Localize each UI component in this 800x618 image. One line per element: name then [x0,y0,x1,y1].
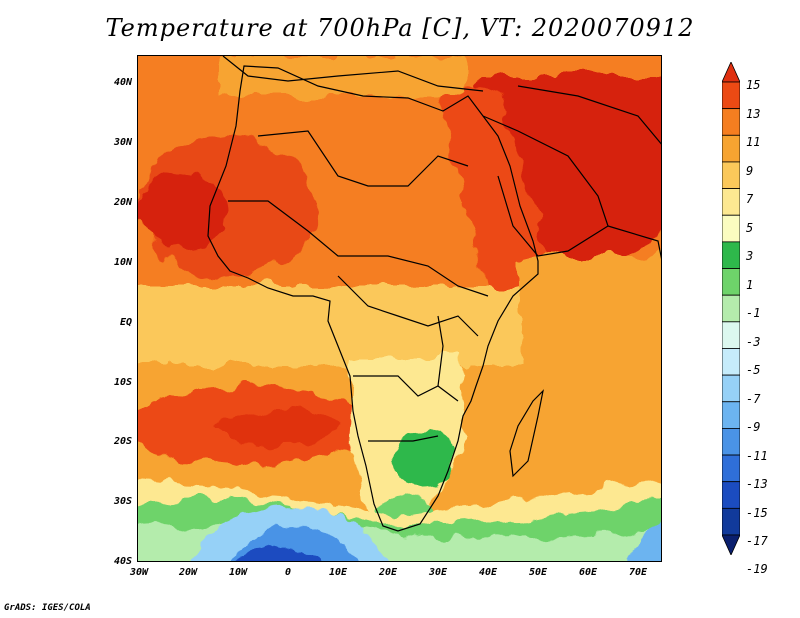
colorbar-swatch [722,481,740,509]
colorbar-label: -7 [746,392,761,406]
colorbar-swatch [722,161,740,189]
colorbar-swatch [722,454,740,483]
colorbar-label: -17 [746,534,768,548]
map-title: Temperature at 700hPa [C], VT: 202007091… [105,14,695,42]
lat-label-40n: 40N [113,77,132,88]
colorbar-swatch [722,294,740,323]
lat-label-10s: 10S [113,377,132,388]
lon-label-30e: 30E [428,567,448,578]
lon-label-10e: 10E [328,567,348,578]
colorbar-label: 7 [746,192,754,206]
coast-europe [222,56,484,92]
lon-label-0: 0 [284,567,292,578]
colorbar-swatch [722,241,740,269]
colorbar-label: -5 [746,363,761,377]
colorbar-swatch [722,214,740,243]
lat-label-eq: EQ [119,317,132,328]
field-kalahari-green [393,433,453,489]
colorbar-swatch [722,321,740,349]
colorbar-label: -19 [746,562,768,576]
border-south [353,375,459,442]
field-south-atlantic-core [218,408,338,444]
lat-label-20n: 20N [113,197,132,208]
colorbar-swatch [722,268,740,296]
lat-label-10n: 10N [113,257,132,268]
temperature-map [137,55,662,562]
colorbar-label: -13 [746,477,768,491]
colorbar-swatch [722,374,740,403]
lon-label-20e: 20E [378,567,398,578]
colorbar-swatch [722,401,740,429]
lon-label-50e: 50E [528,567,548,578]
colorbar-swatch [722,188,740,216]
colorbar [722,62,740,555]
colorbar-swatch [722,428,740,456]
field-west-hot [138,171,228,251]
border-lakes [437,315,444,387]
lon-label-20w: 20W [178,567,198,578]
colorbar-label: 1 [746,278,754,292]
lat-label-30s: 30S [113,496,132,507]
border-north [257,130,469,187]
lon-label-70e: 70E [628,567,648,578]
colorbar-label: 15 [746,78,761,92]
colorbar-swatch [722,134,740,163]
colorbar-label: -1 [746,306,761,320]
field-south-deep [238,547,318,561]
colorbar-label: 11 [746,135,761,149]
colorbar-swatch [722,507,740,536]
colorbar-swatch [722,62,740,83]
border-central [337,275,479,337]
field-south-east-blue [631,522,661,561]
colorbar-label: -3 [746,335,761,349]
colorbar-label: -15 [746,506,768,520]
colorbar-label: 5 [746,221,754,235]
lon-label-30w: 30W [129,567,149,578]
coast-africa [207,65,539,532]
colorbar-label: 9 [746,164,754,178]
credit-text: GrADS: IGES/COLA [4,603,91,613]
lat-label-40s: 40S [113,556,132,567]
lon-label-40e: 40E [478,567,498,578]
coast-asia [517,85,661,260]
colorbar-label: 3 [746,249,754,263]
border-sahel [228,200,489,297]
field-indian-ocean [518,256,661,486]
coast-madagascar [509,389,544,478]
colorbar-label: 13 [746,107,761,121]
colorbar-swatch [722,534,740,555]
colorbar-swatch [722,108,740,136]
lon-label-60e: 60E [578,567,598,578]
lat-label-30n: 30N [113,137,132,148]
lat-label-20s: 20S [113,436,132,447]
lon-label-10w: 10W [228,567,248,578]
colorbar-swatch [722,81,740,110]
colorbar-swatch [722,348,740,376]
colorbar-label: -9 [746,420,761,434]
colorbar-label: -11 [746,449,768,463]
